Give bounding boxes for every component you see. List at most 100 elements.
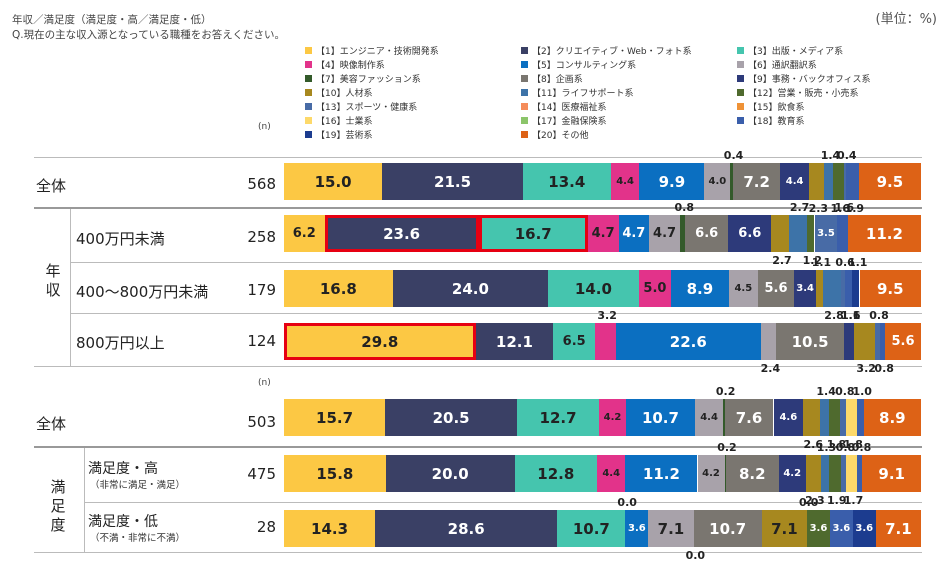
data-label: 0.0 (685, 549, 706, 562)
row-label: 400万円未満 (76, 230, 165, 248)
legend-swatch (737, 103, 744, 110)
data-label: 7.6 (735, 408, 763, 427)
data-label: 1.1 (840, 309, 861, 322)
legend-item: 【16】士業系 (305, 114, 372, 127)
data-label: 29.8 (361, 332, 399, 351)
bar-segment: 8.2 (725, 455, 779, 492)
bar-segment: 4.7 (587, 215, 619, 252)
row-n: 258 (247, 228, 276, 246)
data-label: 2.4 (760, 362, 781, 375)
bar-segment: 9.5 (859, 270, 921, 307)
data-label: 4.5 (734, 283, 753, 294)
data-label: 2.3 (805, 494, 825, 507)
bar-segment: 4.6 (773, 399, 804, 436)
data-label: 7.1 (657, 519, 685, 538)
row-n: 124 (247, 332, 276, 350)
unit-label: (単位：%) (875, 12, 938, 27)
legend-item: 【4】映像制作系 (305, 58, 385, 71)
bar-segment (595, 323, 616, 360)
bar-segment (837, 215, 848, 252)
bar-segment: 15.7 (284, 399, 386, 436)
legend-label: 【4】映像制作系 (316, 61, 385, 71)
bar-segment: 12.8 (514, 455, 598, 492)
data-label: 1.1 (811, 256, 832, 269)
data-label: 7.1 (885, 519, 912, 538)
legend-item: 【19】芸術系 (305, 128, 372, 141)
bar-segment: 13.4 (522, 163, 611, 200)
data-label: 2.6 (803, 438, 824, 451)
legend-label: 【9】事務・バックオフィス系 (748, 75, 871, 85)
data-label: 0.8 (869, 309, 889, 322)
data-label: 4.4 (616, 176, 634, 187)
legend-swatch (305, 61, 312, 68)
legend-item: 【12】営業・販売・小売系 (737, 86, 858, 99)
bar-segment: 5.6 (757, 270, 795, 307)
bar-segment: 29.8 (284, 323, 476, 360)
data-label: 23.6 (383, 224, 421, 243)
bar-segment: 14.3 (284, 510, 376, 547)
data-label: 2.3 (808, 202, 829, 215)
legend-swatch (521, 117, 528, 124)
bar-segment (843, 163, 847, 200)
bar-segment (841, 270, 846, 307)
legend-swatch (521, 75, 528, 82)
bar-segment: 6.2 (284, 215, 325, 252)
legend-label: 【12】営業・販売・小売系 (748, 89, 859, 99)
data-label: 1.0 (852, 385, 872, 398)
bar-segment (724, 455, 726, 492)
bar-segment: 12.7 (517, 399, 599, 436)
data-label: 5.6 (764, 281, 788, 296)
bar-segment: 21.5 (382, 163, 523, 200)
legend-swatch (521, 61, 528, 68)
legend-label: 【3】出版・メディア系 (748, 47, 844, 57)
legend-swatch (305, 117, 312, 124)
data-label: 6.5 (562, 334, 586, 349)
bar-segment: 7.6 (724, 399, 774, 436)
data-label: 6.2 (292, 226, 316, 241)
bar-segment: 4.7 (649, 215, 680, 252)
bar-segment: 11.2 (625, 455, 698, 492)
stacked-bar: 15.8 20.0 12.8 4.4 11.2 4.2 0.2 8.2 4.2 2.3 1.3 1.9… (284, 441, 921, 507)
bar-segment: 5.6 (885, 323, 921, 360)
data-label: 4.2 (783, 468, 802, 479)
data-label: 0.0 (617, 496, 637, 509)
row-label: 全体 (36, 415, 67, 433)
bar-segment (828, 399, 841, 436)
separator (34, 207, 922, 209)
bar-segment (845, 270, 853, 307)
legend-swatch (737, 89, 744, 96)
bar-segment (730, 163, 734, 200)
data-label: 1.4 (816, 385, 836, 398)
legend-item: 【6】通訳翻訳系 (737, 58, 817, 71)
bar-segment: 9.9 (639, 163, 705, 200)
legend-swatch (521, 47, 528, 54)
data-label: 11.2 (642, 464, 680, 483)
data-label: 0.6 (835, 256, 855, 269)
data-label: 21.5 (434, 172, 472, 191)
legend-label: 【5】コンサルティング系 (532, 61, 637, 71)
bar-segment (874, 323, 880, 360)
stacked-bar: 14.3 28.6 10.7 0.0 3.6 7.1 0.0 10.7 7.1 0.0 3.6 3.6… (284, 496, 921, 562)
row-label: 400〜800万円未満 (76, 283, 209, 301)
data-label: 0.4 (723, 149, 744, 162)
legend-label: 【19】芸術系 (316, 131, 373, 141)
bar-segment: 4.4 (694, 399, 724, 436)
data-label: 10.5 (791, 332, 829, 351)
bar-segment: 12.1 (475, 323, 554, 360)
bar-segment (857, 399, 864, 436)
data-label: 2.7 (789, 201, 810, 214)
bar-segment: 3.6 (625, 510, 649, 547)
data-label: 8.9 (686, 279, 714, 298)
bar-segment: 4.7 (618, 215, 650, 252)
legend-label: 【10】人材系 (316, 89, 373, 99)
bar-segment: 5.0 (638, 270, 672, 307)
bar-segment (771, 215, 789, 252)
bar-segment (843, 323, 855, 360)
data-label: 5.0 (643, 281, 667, 296)
data-label: 1.4 (820, 149, 841, 162)
data-label: 1.7 (843, 494, 864, 507)
bar-segment (820, 455, 829, 492)
legend-item: 【10】人材系 (305, 86, 372, 99)
data-label: 1.8 (826, 438, 847, 451)
data-label: 10.7 (709, 519, 747, 538)
